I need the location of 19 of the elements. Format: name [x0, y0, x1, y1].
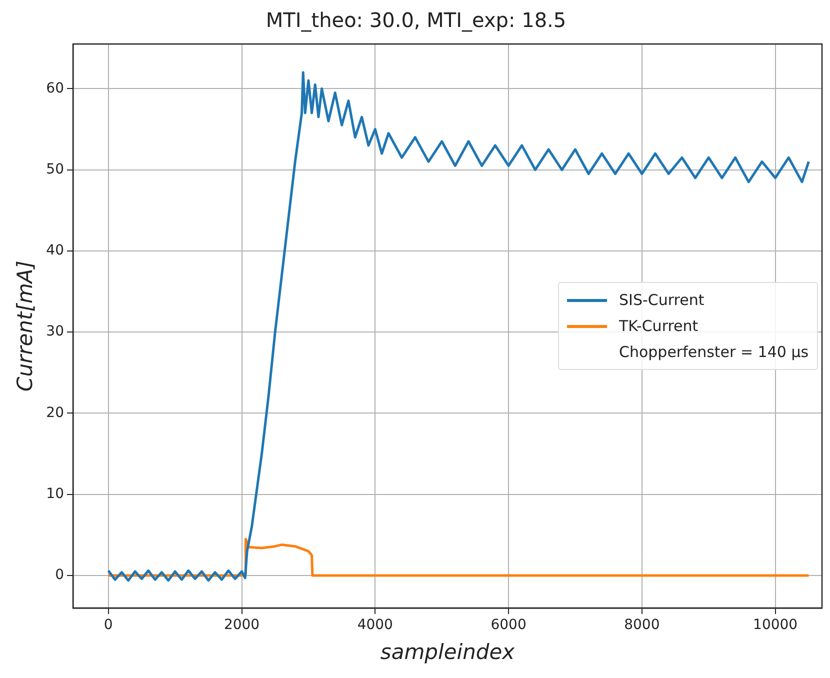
- x-tick-label: 0: [104, 617, 113, 634]
- legend-label: TK-Current: [619, 317, 698, 335]
- x-tick-label: 2000: [224, 617, 260, 634]
- y-tick-label: 50: [46, 161, 64, 178]
- y-tick-label: 20: [46, 404, 64, 421]
- x-tick-label: 10000: [753, 617, 798, 634]
- x-tick-label: 4000: [357, 617, 393, 634]
- y-axis-title: Current[mA]: [13, 260, 38, 392]
- y-tick-label: 10: [46, 486, 64, 502]
- y-tick-label: 0: [55, 567, 64, 584]
- legend-label: SIS-Current: [619, 291, 704, 309]
- chart-title: MTI_theo: 30.0, MTI_exp: 18.5: [266, 8, 566, 32]
- y-tick-label: 30: [46, 324, 64, 340]
- y-tick-label: 40: [46, 242, 64, 259]
- y-tick-label: 60: [46, 80, 64, 96]
- annotation: Chopperfenster = 140 µs: [619, 343, 809, 361]
- x-tick-label: 8000: [624, 617, 660, 634]
- x-axis-title: sampleindex: [380, 640, 516, 664]
- x-tick-label: 6000: [490, 617, 526, 634]
